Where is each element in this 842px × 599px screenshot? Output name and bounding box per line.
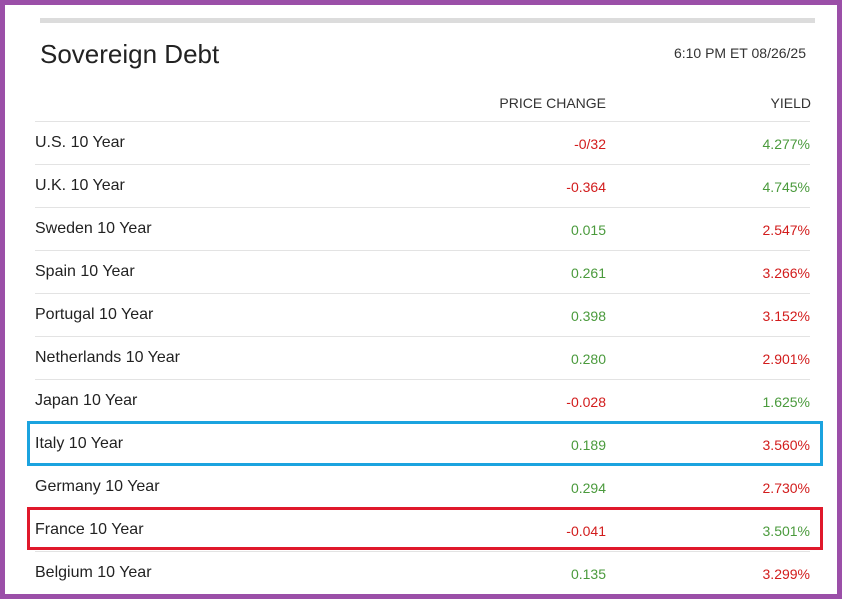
table-row[interactable]: U.K. 10 Year -0.364 4.745% [35,164,810,207]
bond-name[interactable]: Japan 10 Year [35,392,138,409]
price-change: 0.280 [570,351,606,367]
timestamp: 6:10 PM ET 08/26/25 [673,45,806,61]
price-change: 0.135 [570,566,606,582]
price-change: 0.261 [570,265,606,281]
yield-value: 2.730% [762,480,810,496]
price-change: 0.189 [570,437,606,453]
table-row[interactable]: France 10 Year -0.041 3.501% [35,508,810,551]
table-row[interactable]: Portugal 10 Year 0.398 3.152% [35,293,810,336]
bond-name[interactable]: Spain 10 Year [35,263,135,280]
price-change: 0.015 [570,222,606,238]
table-row[interactable]: Japan 10 Year -0.028 1.625% [35,379,810,422]
bond-name[interactable]: U.K. 10 Year [35,177,125,194]
column-header-price-change[interactable]: PRICE CHANGE [499,95,606,111]
bond-name[interactable]: Belgium 10 Year [35,564,152,581]
yield-value: 1.625% [762,394,810,410]
yield-value: 3.266% [762,265,810,281]
table-row[interactable]: Netherlands 10 Year 0.280 2.901% [35,336,810,379]
yield-value: 4.745% [762,179,810,195]
bond-name[interactable]: Sweden 10 Year [35,220,152,237]
bond-table: U.S. 10 Year -0/32 4.277% U.K. 10 Year -… [35,121,810,594]
bond-name[interactable]: France 10 Year [35,521,144,538]
top-divider [40,18,815,23]
bond-name[interactable]: Netherlands 10 Year [35,349,180,366]
yield-value: 3.152% [762,308,810,324]
yield-value: 3.299% [762,566,810,582]
price-change: 0.294 [570,480,606,496]
yield-value: 2.901% [762,351,810,367]
price-change: -0/32 [574,136,606,152]
yield-value: 3.560% [762,437,810,453]
table-row[interactable]: U.S. 10 Year -0/32 4.277% [35,121,810,164]
bond-name[interactable]: U.S. 10 Year [35,134,125,151]
bond-name[interactable]: Italy 10 Year [35,435,124,452]
table-row[interactable]: Belgium 10 Year 0.135 3.299% [35,551,810,594]
table-row[interactable]: Sweden 10 Year 0.015 2.547% [35,207,810,250]
bond-name[interactable]: Portugal 10 Year [35,306,154,323]
yield-value: 3.501% [762,523,810,539]
yield-value: 4.277% [762,136,810,152]
table-row[interactable]: Italy 10 Year 0.189 3.560% [35,422,810,465]
bond-name[interactable]: Germany 10 Year [35,478,160,495]
widget-title: Sovereign Debt [40,39,220,69]
price-change: -0.028 [566,394,606,410]
table-row[interactable]: Spain 10 Year 0.261 3.266% [35,250,810,293]
price-change: -0.364 [566,179,606,195]
price-change: -0.041 [566,523,606,539]
yield-value: 2.547% [762,222,810,238]
table-row[interactable]: Germany 10 Year 0.294 2.730% [35,465,810,508]
price-change: 0.398 [570,308,606,324]
column-header-yield[interactable]: YIELD [770,95,811,111]
